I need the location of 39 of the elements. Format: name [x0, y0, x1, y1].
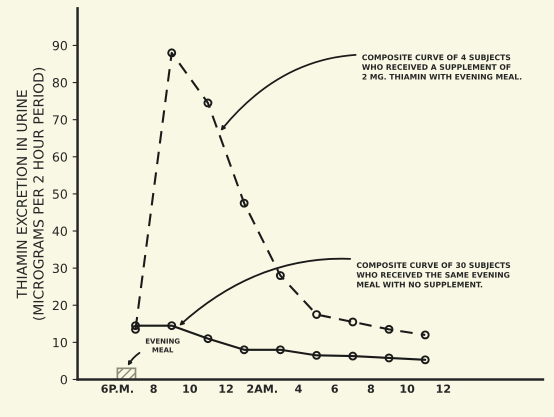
point	[312, 350, 322, 360]
point	[240, 198, 249, 208]
point	[276, 345, 285, 354]
point	[131, 324, 140, 334]
point	[384, 324, 394, 334]
x-tick-label: 12	[436, 384, 450, 393]
point	[384, 353, 394, 362]
y-tick-label: 90	[52, 40, 68, 50]
point	[348, 352, 358, 361]
point	[131, 321, 140, 330]
y-tick-label: 40	[52, 226, 68, 236]
y-tick-label: 20	[52, 300, 68, 310]
x-tick-label: 12	[220, 384, 233, 393]
point	[420, 355, 430, 364]
x-tick-label: 8	[368, 384, 374, 393]
point	[203, 334, 212, 344]
x-tick-label: 6P.M.	[101, 384, 133, 393]
y-tick-label: 60	[52, 152, 68, 162]
x-tick-label: 6	[332, 384, 338, 393]
point	[167, 48, 176, 58]
point	[167, 321, 176, 330]
y-tick-label: 30	[52, 264, 68, 274]
x-tick-label: 10	[183, 384, 198, 393]
x-tick-label: 10	[400, 384, 414, 393]
y-tick-label: 10	[53, 338, 68, 348]
y-tick-label: 70	[52, 115, 68, 125]
point	[312, 310, 322, 319]
point	[240, 345, 249, 354]
y-tick-label: 50	[52, 189, 68, 199]
point	[203, 98, 212, 108]
x-tick-label: 2AM.	[247, 384, 277, 393]
y-tick-label: 0	[60, 374, 68, 384]
y-tick-label: 80	[52, 78, 68, 88]
x-tick-label: 8	[150, 384, 157, 393]
y-axis-title: THIAMIN EXCRETION IN URINE (MICROGRAMS PER 2 HOUR PERIOD)	[16, 68, 46, 320]
point	[348, 317, 358, 326]
point	[276, 271, 285, 280]
point	[420, 330, 430, 340]
x-tick-label: 4	[295, 384, 302, 393]
